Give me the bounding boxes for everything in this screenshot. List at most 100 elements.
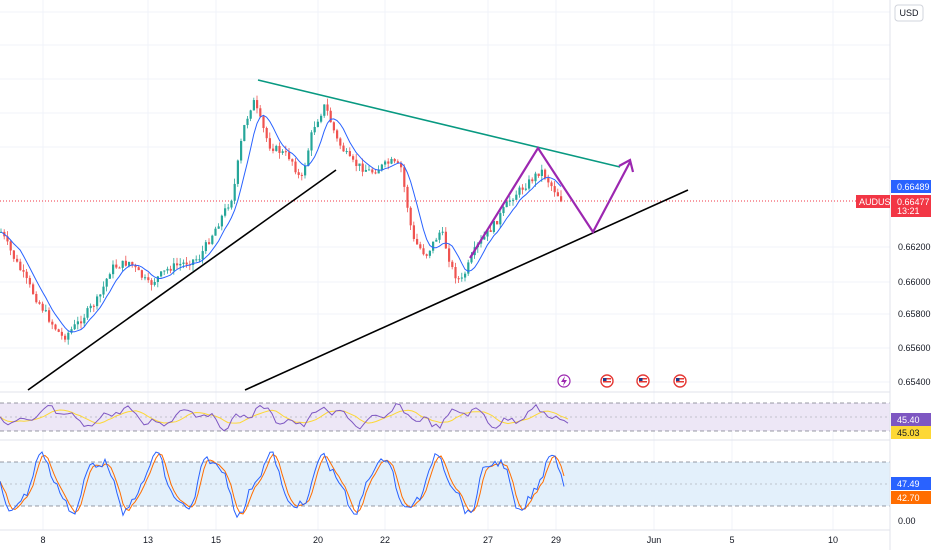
candle-body — [19, 261, 22, 271]
countdown-timer: 13:21 — [897, 206, 920, 216]
candle-body — [217, 226, 220, 229]
candle-body — [524, 188, 527, 190]
candle-body — [560, 196, 563, 202]
candle-body — [422, 248, 425, 255]
candle-body — [64, 335, 67, 340]
candle-body — [275, 145, 278, 151]
candle-body — [515, 194, 518, 200]
candle-body — [326, 104, 329, 111]
price-level: 0.65600 — [898, 343, 931, 353]
candle-body — [214, 228, 217, 236]
candle-body — [144, 277, 147, 279]
candle-body — [262, 116, 265, 129]
candle-body — [371, 169, 374, 173]
candle-body — [211, 235, 214, 244]
flash-event-icon[interactable] — [557, 374, 571, 388]
projection-path[interactable] — [469, 145, 631, 259]
candle-body — [268, 138, 271, 149]
candle-body — [396, 161, 399, 163]
candle-body — [377, 169, 380, 174]
svg-text:47.49: 47.49 — [897, 479, 920, 489]
candle-body — [259, 108, 262, 117]
stoch-zero-label: 0.00 — [898, 516, 916, 526]
candle-body — [364, 169, 367, 172]
price-axis[interactable] — [890, 0, 932, 550]
candle-body — [204, 242, 207, 252]
currency-label: USD — [899, 8, 919, 18]
candle-body — [80, 321, 83, 324]
candle-body — [185, 262, 188, 265]
candle-body — [432, 241, 435, 251]
candle-body — [534, 173, 537, 182]
candle-body — [227, 207, 230, 209]
rsi-value-tag: 45.40 — [891, 413, 931, 426]
candle-body — [147, 277, 150, 281]
time-axis[interactable]: 8 13 15 20 22 27 29 Jun 5 10 — [40, 535, 838, 545]
main-pane[interactable] — [0, 0, 890, 392]
grid — [0, 0, 890, 530]
stoch-k-line[interactable] — [0, 451, 565, 519]
support-trendline-2[interactable] — [244, 189, 689, 391]
candle-body — [419, 244, 422, 249]
candle-body — [195, 259, 198, 261]
candle-body — [316, 121, 319, 127]
time-label: 20 — [313, 535, 323, 545]
candle-body — [291, 159, 294, 162]
candle-body — [233, 183, 236, 201]
candle-body — [224, 208, 227, 216]
currency-button[interactable]: USD — [894, 4, 924, 22]
candle-body — [38, 302, 41, 304]
candle-body — [112, 264, 115, 275]
candle-body — [278, 145, 281, 153]
candle-body — [384, 161, 387, 165]
candle-body — [457, 278, 460, 280]
us-flag-icon[interactable] — [673, 374, 687, 388]
candle-body — [310, 132, 313, 151]
candle-body — [435, 239, 438, 242]
candle-body — [208, 242, 211, 244]
candle-body — [67, 332, 70, 340]
candle-body — [313, 126, 316, 133]
stoch-d-value-tag: 42.70 — [891, 491, 931, 504]
candle-body — [51, 321, 54, 325]
candle-body — [400, 162, 403, 168]
time-label: 27 — [483, 535, 493, 545]
rsi-ma-value-tag: 45.03 — [891, 426, 931, 439]
candle-body — [486, 230, 489, 237]
svg-text:AUDUSD: AUDUSD — [859, 197, 898, 207]
candle-body — [76, 321, 79, 325]
candle-body — [160, 271, 163, 277]
candle-body — [332, 122, 335, 131]
candle-body — [454, 267, 457, 279]
rsi-ma-line[interactable] — [0, 409, 569, 425]
stoch-d-line[interactable] — [0, 453, 565, 515]
moving-average-line[interactable] — [0, 114, 562, 333]
candle-body — [32, 284, 35, 294]
us-flag-icon[interactable] — [636, 374, 650, 388]
svg-text:0.66489: 0.66489 — [897, 182, 930, 192]
support-trendline-1[interactable] — [27, 169, 337, 391]
candle-body — [544, 169, 547, 179]
candle-body — [25, 271, 28, 279]
us-flag-icon[interactable] — [600, 374, 614, 388]
candle-body — [297, 172, 300, 175]
price-level: 0.65400 — [898, 377, 931, 387]
candle-body — [492, 221, 495, 232]
candle-body — [220, 215, 223, 227]
time-label: Jun — [647, 535, 662, 545]
candle-body — [265, 128, 268, 139]
candle-body — [89, 305, 92, 309]
candle-body — [252, 100, 255, 111]
candle-body — [137, 267, 140, 271]
rsi-line[interactable] — [0, 403, 569, 432]
candle-body — [284, 151, 287, 153]
candle-body — [508, 200, 511, 202]
resistance-trendline[interactable] — [257, 79, 621, 168]
candle-body — [412, 225, 415, 239]
candle-body — [553, 186, 556, 193]
candle-body — [467, 262, 470, 274]
price-level: 0.65800 — [898, 309, 931, 319]
candle-body — [124, 260, 127, 266]
candle-body — [105, 278, 108, 287]
